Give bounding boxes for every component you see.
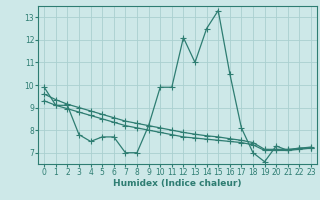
X-axis label: Humidex (Indice chaleur): Humidex (Indice chaleur) [113,179,242,188]
